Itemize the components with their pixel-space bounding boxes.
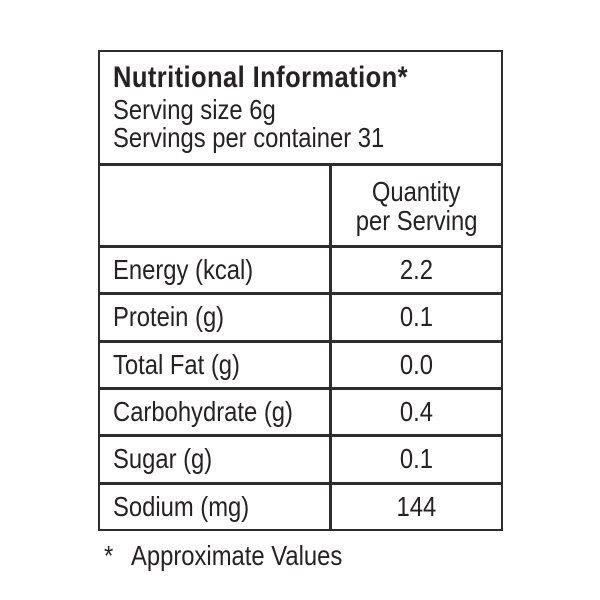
row-label-cell: Sugar (g): [100, 437, 332, 482]
column-header-quantity-line1: Quantity: [372, 175, 461, 207]
column-header-quantity-cell: Quantity per Serving: [332, 166, 501, 245]
table-row-energy: Energy (kcal) 2.2: [100, 245, 501, 293]
nutrition-facts-table: Nutritional Information* Serving size 6g…: [98, 50, 503, 531]
row-label-cell: Carbohydrate (g): [100, 389, 332, 435]
footnote-asterisk: *: [104, 540, 114, 571]
servings-per-container-line: Servings per container 31: [113, 124, 493, 152]
table-row-sodium: Sodium (mg) 144: [100, 481, 501, 529]
table-row-protein: Protein (g) 0.1: [100, 292, 501, 340]
row-value: 0.4: [399, 396, 434, 428]
row-label-cell: Sodium (mg): [100, 484, 332, 529]
row-value: 0.0: [399, 348, 434, 380]
table-row-sugar: Sugar (g) 0.1: [100, 434, 501, 482]
row-value-cell: 0.0: [332, 343, 501, 387]
row-value: 0.1: [399, 301, 434, 333]
serving-size-line: Serving size 6g: [113, 96, 493, 124]
row-label: Sugar (g): [113, 443, 213, 475]
servings-per-container-text: Servings per container 31: [113, 122, 385, 153]
serving-size-text: Serving size 6g: [113, 94, 276, 125]
row-label-cell: Total Fat (g): [100, 342, 332, 387]
row-value: 2.2: [399, 254, 434, 286]
row-value-cell: 0.4: [332, 390, 501, 434]
row-label: Sodium (mg): [113, 490, 250, 522]
row-value-cell: 2.2: [332, 248, 501, 292]
row-value-cell: 144: [332, 485, 501, 529]
row-value: 0.1: [399, 443, 434, 475]
row-label: Energy (kcal): [113, 254, 254, 286]
row-label: Total Fat (g): [113, 348, 240, 380]
row-label: Protein (g): [113, 301, 225, 333]
row-value: 144: [396, 490, 437, 522]
column-header-empty-cell: [100, 166, 332, 245]
column-header-row: Quantity per Serving: [100, 166, 501, 245]
table-row-carbohydrate: Carbohydrate (g) 0.4: [100, 386, 501, 435]
footnote: * Approximate Values: [104, 541, 379, 571]
table-title-line: Nutritional Information*: [113, 59, 493, 96]
row-label-cell: Energy (kcal): [100, 248, 332, 293]
table-header-section: Nutritional Information* Serving size 6g…: [100, 52, 501, 166]
row-label-cell: Protein (g): [100, 295, 332, 340]
row-value-cell: 0.1: [332, 437, 501, 481]
footnote-text: Approximate Values: [130, 540, 343, 571]
table-row-total-fat: Total Fat (g) 0.0: [100, 339, 501, 387]
column-header-quantity-line2: per Serving: [355, 204, 478, 236]
row-value-cell: 0.1: [332, 295, 501, 339]
row-label: Carbohydrate (g): [113, 396, 293, 428]
table-title: Nutritional Information*: [113, 61, 408, 94]
